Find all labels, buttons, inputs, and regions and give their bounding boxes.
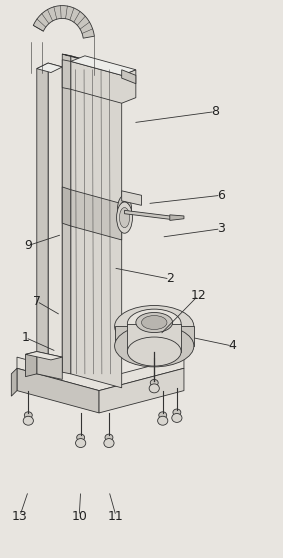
- Text: 8: 8: [211, 105, 219, 118]
- Polygon shape: [11, 368, 17, 396]
- Ellipse shape: [172, 413, 182, 422]
- Text: 3: 3: [217, 222, 225, 235]
- Polygon shape: [37, 352, 62, 379]
- Polygon shape: [62, 187, 71, 226]
- Polygon shape: [33, 6, 95, 38]
- Text: 7: 7: [33, 295, 41, 308]
- Circle shape: [120, 201, 129, 218]
- Polygon shape: [17, 357, 184, 391]
- Text: 4: 4: [228, 339, 236, 353]
- Text: 9: 9: [24, 239, 32, 252]
- Polygon shape: [37, 63, 62, 73]
- Circle shape: [117, 202, 132, 233]
- Polygon shape: [71, 61, 136, 103]
- Polygon shape: [62, 54, 122, 70]
- Polygon shape: [37, 63, 48, 374]
- Ellipse shape: [149, 384, 159, 393]
- Polygon shape: [71, 190, 122, 240]
- Text: 1: 1: [22, 331, 29, 344]
- Ellipse shape: [150, 379, 158, 386]
- Ellipse shape: [76, 439, 86, 448]
- Ellipse shape: [104, 439, 114, 448]
- Ellipse shape: [159, 412, 167, 418]
- Polygon shape: [125, 210, 175, 219]
- Ellipse shape: [173, 409, 181, 416]
- Circle shape: [119, 208, 130, 228]
- Text: 2: 2: [166, 272, 174, 286]
- Ellipse shape: [158, 416, 168, 425]
- Polygon shape: [122, 191, 142, 205]
- Polygon shape: [62, 54, 71, 374]
- Polygon shape: [122, 70, 136, 84]
- Polygon shape: [17, 368, 99, 413]
- Polygon shape: [115, 326, 194, 346]
- Polygon shape: [170, 215, 184, 220]
- Circle shape: [117, 195, 132, 223]
- Ellipse shape: [105, 434, 113, 441]
- Ellipse shape: [127, 337, 181, 366]
- Ellipse shape: [23, 416, 33, 425]
- Ellipse shape: [77, 434, 85, 441]
- Ellipse shape: [24, 412, 32, 418]
- Text: 12: 12: [190, 289, 206, 302]
- Text: 6: 6: [217, 189, 225, 202]
- Polygon shape: [25, 352, 37, 377]
- Polygon shape: [48, 63, 62, 372]
- Polygon shape: [71, 56, 122, 388]
- Polygon shape: [25, 352, 62, 360]
- Ellipse shape: [136, 312, 173, 333]
- Text: 11: 11: [108, 509, 124, 523]
- Ellipse shape: [127, 309, 181, 338]
- Polygon shape: [62, 60, 71, 89]
- Polygon shape: [71, 56, 136, 75]
- Text: 10: 10: [71, 509, 87, 523]
- Ellipse shape: [142, 316, 167, 329]
- Text: 13: 13: [12, 509, 28, 523]
- Polygon shape: [99, 368, 184, 413]
- Polygon shape: [127, 324, 181, 352]
- Ellipse shape: [115, 306, 194, 347]
- Ellipse shape: [115, 325, 194, 367]
